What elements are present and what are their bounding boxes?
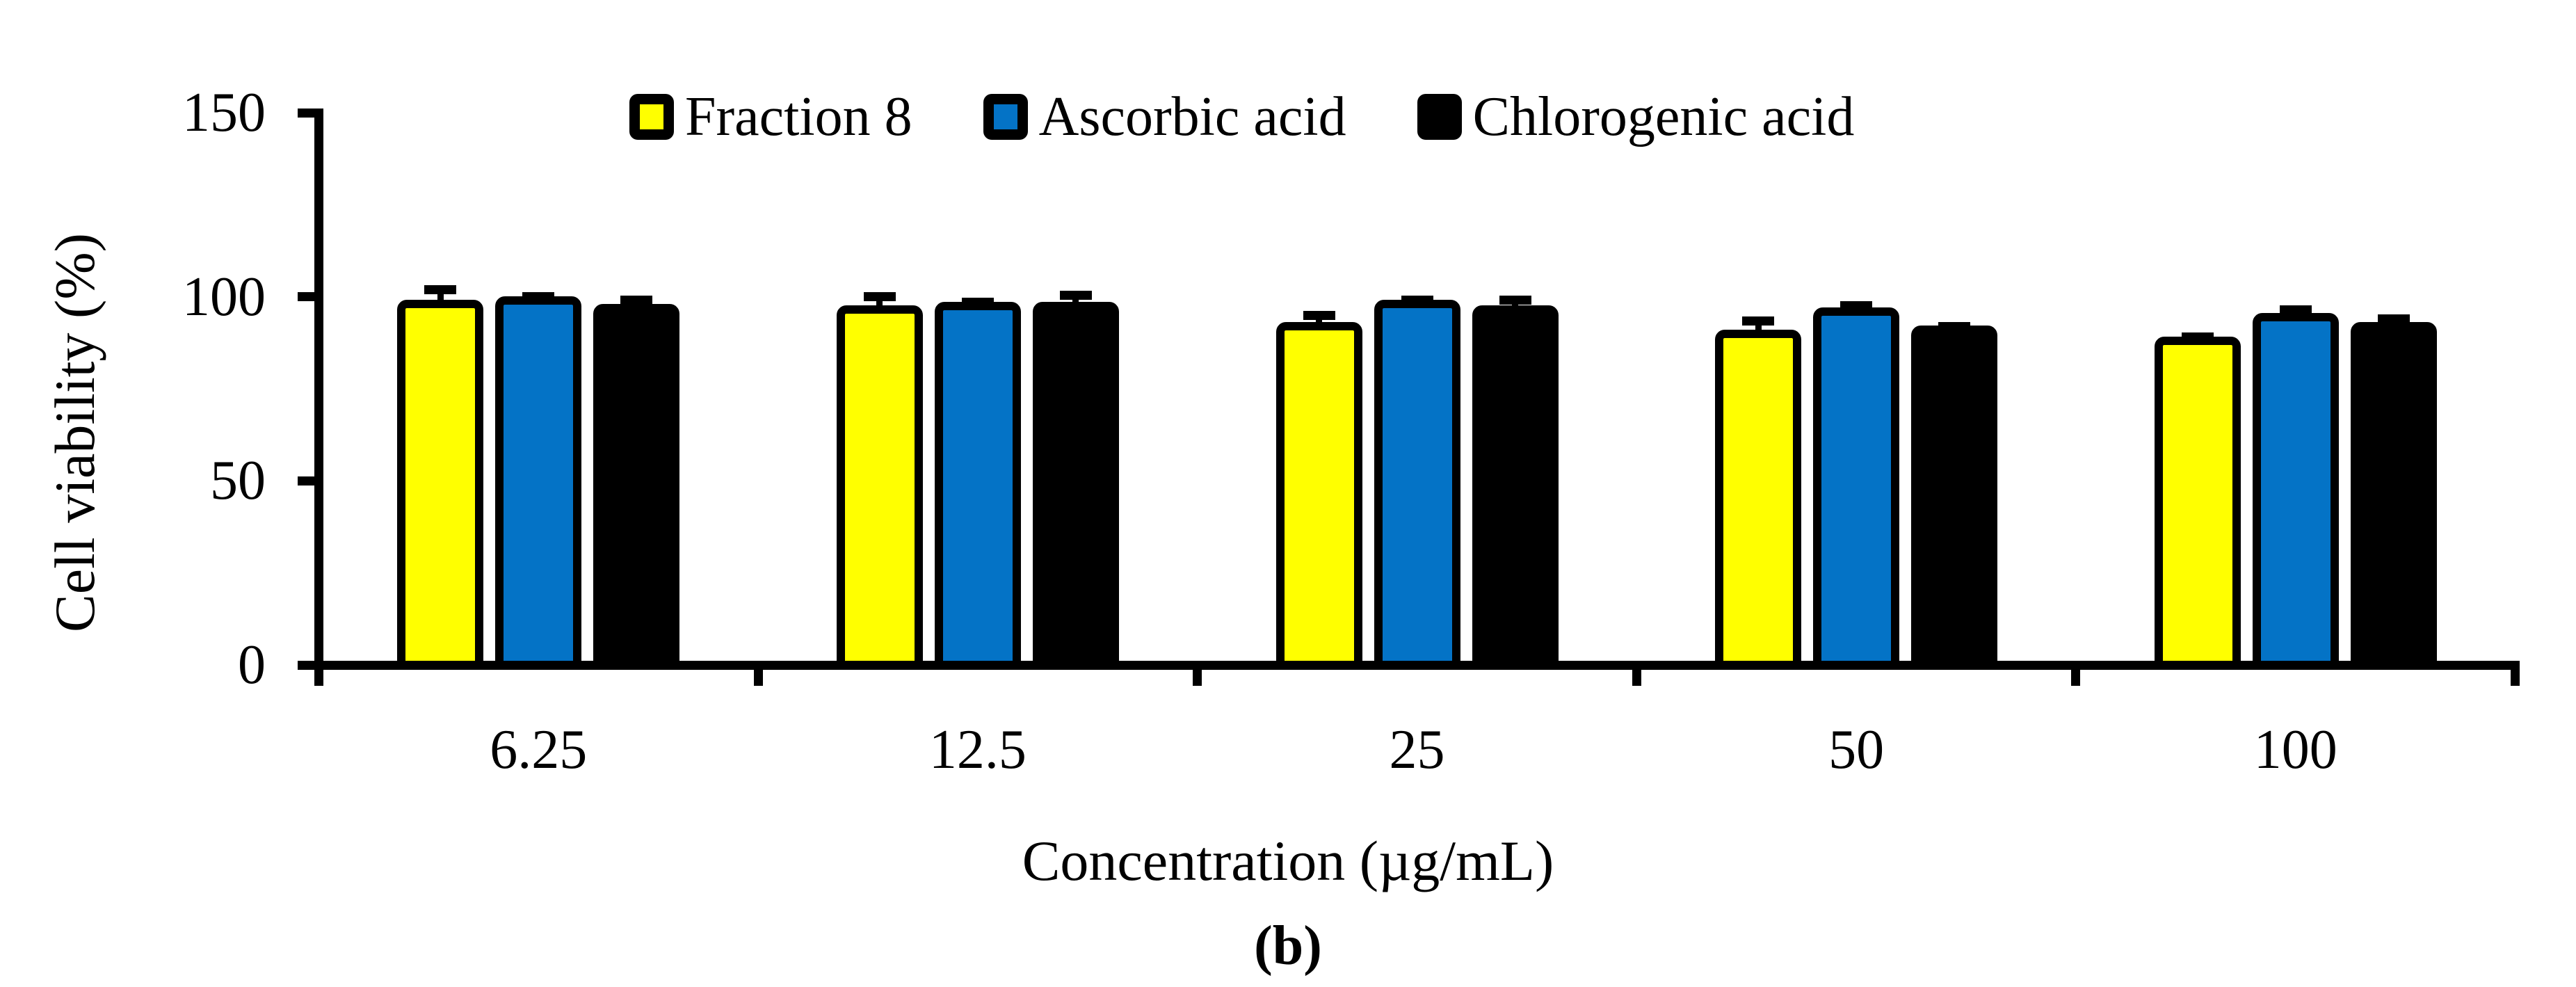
y-tick-label: 50 [210,450,266,512]
error-bar-cap [424,284,457,294]
error-bar-cap [961,298,994,307]
legend-item: Fraction 8 [629,89,912,145]
y-axis-tick [298,476,314,486]
y-tick-label: 100 [182,266,266,328]
error-bar-cap [1840,301,1873,311]
legend-swatch-icon [1417,94,1462,140]
bar-ascorbic-acid-12.5 [934,301,1021,669]
error-bar-cap [2181,332,2214,342]
error-bar-cap [620,296,653,305]
error-bar-line [2292,314,2299,319]
error-bar-cap [1742,316,1775,326]
legend-swatch-icon [629,94,674,140]
error-bar-cap [1303,310,1335,320]
bar-chlorogenic-acid-12.5 [1032,301,1119,669]
x-axis-tick [314,661,323,686]
x-tick-label: 50 [1828,719,1885,780]
x-axis-tick [753,661,763,686]
legend-swatch-icon [983,94,1028,140]
legend-label: Fraction 8 [685,86,912,147]
y-axis-tick [298,108,314,118]
x-tick-label: 25 [1389,719,1445,780]
legend-label: Chlorogenic acid [1472,86,1855,147]
y-axis-title: Cell viability (%) [43,233,106,632]
x-axis-tick [2511,661,2520,686]
y-axis-tick [298,292,314,302]
error-bar-line [1072,299,1079,307]
bar-ascorbic-acid-50 [1813,307,1900,669]
bar-ascorbic-acid-100 [2252,312,2339,669]
bar-ascorbic-acid-25 [1374,300,1460,669]
y-tick-label: 150 [182,82,266,143]
bar-fraction-8-12.5 [836,305,923,669]
y-axis-line [314,109,323,686]
x-axis-tick [2071,661,2081,686]
error-bar-cap [1059,290,1092,300]
error-bar-line [2390,323,2397,328]
legend-item: Ascorbic acid [983,89,1346,145]
error-bar-cap [863,292,896,302]
x-axis-tick [1193,661,1202,686]
x-tick-label: 100 [2253,719,2337,780]
legend-label: Ascorbic acid [1038,86,1346,147]
error-bar-cap [1499,296,1531,305]
error-bar-cap [2377,314,2410,323]
error-bar-line [633,305,640,310]
x-axis-tick [1632,661,1641,686]
error-bar-line [876,301,883,312]
legend: Fraction 8 Ascorbic acid Chlorogenic acid [629,89,1854,145]
bar-ascorbic-acid-6.25 [495,296,582,669]
bar-chlorogenic-acid-50 [1911,326,1998,669]
error-bar-cap [1938,321,1971,331]
bar-fraction-8-100 [2154,337,2241,669]
x-axis-title: Concentration (µg/mL) [1022,829,1554,892]
x-tick-label: 12.5 [928,719,1027,780]
legend-item: Chlorogenic acid [1417,86,1855,147]
y-tick-label: 0 [238,634,266,696]
y-axis-tick [298,660,314,670]
bar-chlorogenic-acid-100 [2350,322,2437,669]
bar-fraction-8-50 [1715,329,1802,669]
bar-chlorogenic-acid-25 [1472,305,1559,669]
error-bar-line [437,294,444,306]
bar-fraction-8-25 [1275,322,1362,669]
bar-fraction-8-6.25 [397,300,484,669]
error-bar-cap [1401,296,1433,305]
error-bar-line [535,301,542,302]
error-bar-cap [522,292,555,302]
bar-chlorogenic-acid-6.25 [593,303,680,669]
error-bar-cap [2279,305,2312,314]
error-bar-line [1853,310,1860,313]
error-bar-line [1755,325,1762,335]
error-bar-line [1316,319,1322,328]
error-bar-line [1951,330,1958,332]
panel-label: (b) [1254,915,1322,977]
error-bar-line [1512,305,1518,312]
x-tick-label: 6.25 [490,719,588,780]
